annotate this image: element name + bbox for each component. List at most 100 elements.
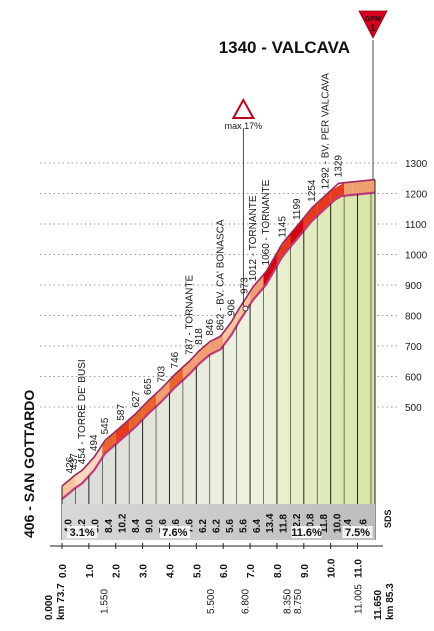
segment-gradient-label: 7.6	[359, 519, 370, 533]
gradient-band-segment	[223, 312, 237, 346]
altitude-label: 665	[143, 378, 154, 395]
segment-gradient-label: 6.2	[211, 519, 222, 533]
segment-gradient-label: 7.4	[343, 519, 354, 533]
x-tick-label: 6.0	[219, 564, 230, 578]
avg-gradient-label: 3.1%	[70, 527, 95, 539]
altitude-label: 906	[226, 299, 237, 316]
y-tick-label: 1300	[405, 159, 428, 170]
x-tick-label: 1.0	[85, 564, 96, 578]
km-start-label: 0.000	[44, 595, 55, 620]
gradient-band-segment	[290, 217, 304, 247]
gpm-category: 1	[370, 23, 375, 33]
base-strip	[62, 504, 375, 540]
ridge-lower-line	[61, 191, 376, 500]
altitude-label: 1329	[334, 155, 345, 178]
y-tick-label: 700	[405, 342, 422, 353]
segment-gradient-label: 11.8	[319, 514, 330, 533]
altitude-label: 454 - TORRE DE' BUSI	[77, 359, 88, 464]
gradient-band-segment	[209, 332, 224, 355]
avg-gradient-label: 7.6%	[162, 527, 187, 539]
gradient-band-segment	[330, 182, 345, 204]
segment-gradient-label: 5.6	[225, 519, 236, 533]
segment-gradient-label: 6.4	[252, 519, 263, 533]
altitude-label: 494	[89, 434, 100, 451]
gradient-band-segment	[182, 353, 197, 381]
x-tick-label: 3.0	[139, 564, 150, 578]
altitude-label: 1292 - BV. PER VALCAVA	[320, 73, 331, 190]
profile-wall	[62, 192, 375, 504]
gpm-label: GPM	[365, 16, 381, 23]
avg-gradient-bg	[67, 526, 98, 538]
altitude-label: 1145	[277, 216, 288, 238]
altitude-label: 787 - TORNANTE	[185, 274, 196, 355]
gradient-band-segment	[129, 406, 143, 433]
segment-gradient-label: 13.4	[265, 513, 276, 533]
altitude-label: 1254	[307, 179, 318, 202]
segment-gradient-label: 9.0	[144, 519, 155, 533]
x-tick-label: 5.0	[192, 564, 203, 578]
gradient-band-segment	[317, 190, 331, 216]
km-start-sub: km 73.7	[56, 583, 67, 620]
gradient-band-segment	[196, 341, 210, 367]
avg-gradient-label: 11.6%	[291, 527, 322, 539]
altitude-label: 426	[65, 456, 76, 473]
segment-gradient-label: 11.8	[279, 514, 290, 533]
altitude-label: 587	[116, 404, 127, 421]
altitude-label: 846	[205, 319, 216, 336]
y-tick-label: 800	[405, 312, 422, 323]
avg-gradient-bg	[291, 526, 322, 538]
segment-gradient-label: 6.2	[198, 519, 209, 533]
segment-gradient-label: 10.2	[117, 513, 128, 533]
x-tick-label: 11.0	[354, 559, 365, 578]
watermark: SDS	[383, 509, 393, 528]
x-tick-label: 8.0	[273, 564, 284, 578]
gradient-band-segment	[169, 367, 183, 394]
profile-area	[61, 178, 376, 540]
x-tick-label: 10.0	[327, 558, 338, 578]
gradient-base-strip: 4.02.23.08.410.28.49.07.68.67.66.26.25.6…	[62, 504, 375, 540]
y-tick-label: 600	[405, 373, 422, 384]
x-tick-lower-label: 11.005	[354, 584, 365, 614]
gradient-band-segment	[75, 462, 89, 488]
y-tick-label: 1000	[405, 251, 428, 262]
segment-gradient-label: 10.8	[306, 513, 317, 533]
x-tick-lower-label: 8.350	[282, 589, 293, 614]
altitude-label: 973	[240, 277, 251, 294]
y-tick-label: 1100	[405, 220, 427, 231]
altitude-label: 1012 - TORNANTE	[248, 195, 259, 281]
ridge-line	[61, 178, 376, 487]
gradient-band-segment	[62, 474, 76, 499]
x-tick-label: 2.0	[112, 564, 123, 578]
segment-gradient-label: 4.0	[64, 519, 75, 533]
max-slope-point	[242, 305, 249, 312]
x-tick-lower-label: 5.500	[206, 589, 217, 614]
altitude-label: 1199	[292, 198, 303, 220]
segment-gradient-label: 5.6	[238, 519, 249, 533]
x-tick-lower-label: 1.550	[100, 589, 111, 614]
altitude-label: 746	[170, 351, 181, 368]
segment-gradient-label: 3.0	[91, 519, 102, 533]
x-tick-lower-label: 8.750	[293, 589, 304, 614]
altitude-label: 862 - BV. CA' BONASCA	[216, 219, 227, 330]
gpm-icon	[358, 10, 388, 39]
x-tick-lower-label: 6.800	[241, 589, 252, 614]
segment-gradient-label: 8.6	[171, 519, 182, 533]
max-slope-label: max 17%	[225, 121, 263, 131]
distance-axis: 0.0 1.0 2.0 3.0 4.0 5.0 6.0 7.0 8.0 9.0 10.0 11.0 1.…	[44, 509, 396, 620]
gradient-band-segment	[115, 419, 130, 445]
km-end-label: 11.650	[373, 590, 384, 620]
gradient-band-segment	[352, 179, 375, 195]
x-tick-label: 4.0	[165, 564, 176, 578]
avg-gradient-label: 7.5%	[345, 527, 370, 539]
gradient-band-segment	[156, 380, 170, 407]
x-tick-label: 7.0	[246, 564, 257, 578]
gradient-band-segment	[88, 444, 103, 476]
segment-gradient-label: 10.0	[332, 513, 343, 533]
km-end-sub: km 85.3	[385, 583, 396, 620]
climb-title: 1340 - VALCAVA	[219, 38, 350, 57]
altitude-label: 437	[69, 453, 80, 470]
altitude-label: 1060 - TORNANTE	[261, 179, 272, 265]
